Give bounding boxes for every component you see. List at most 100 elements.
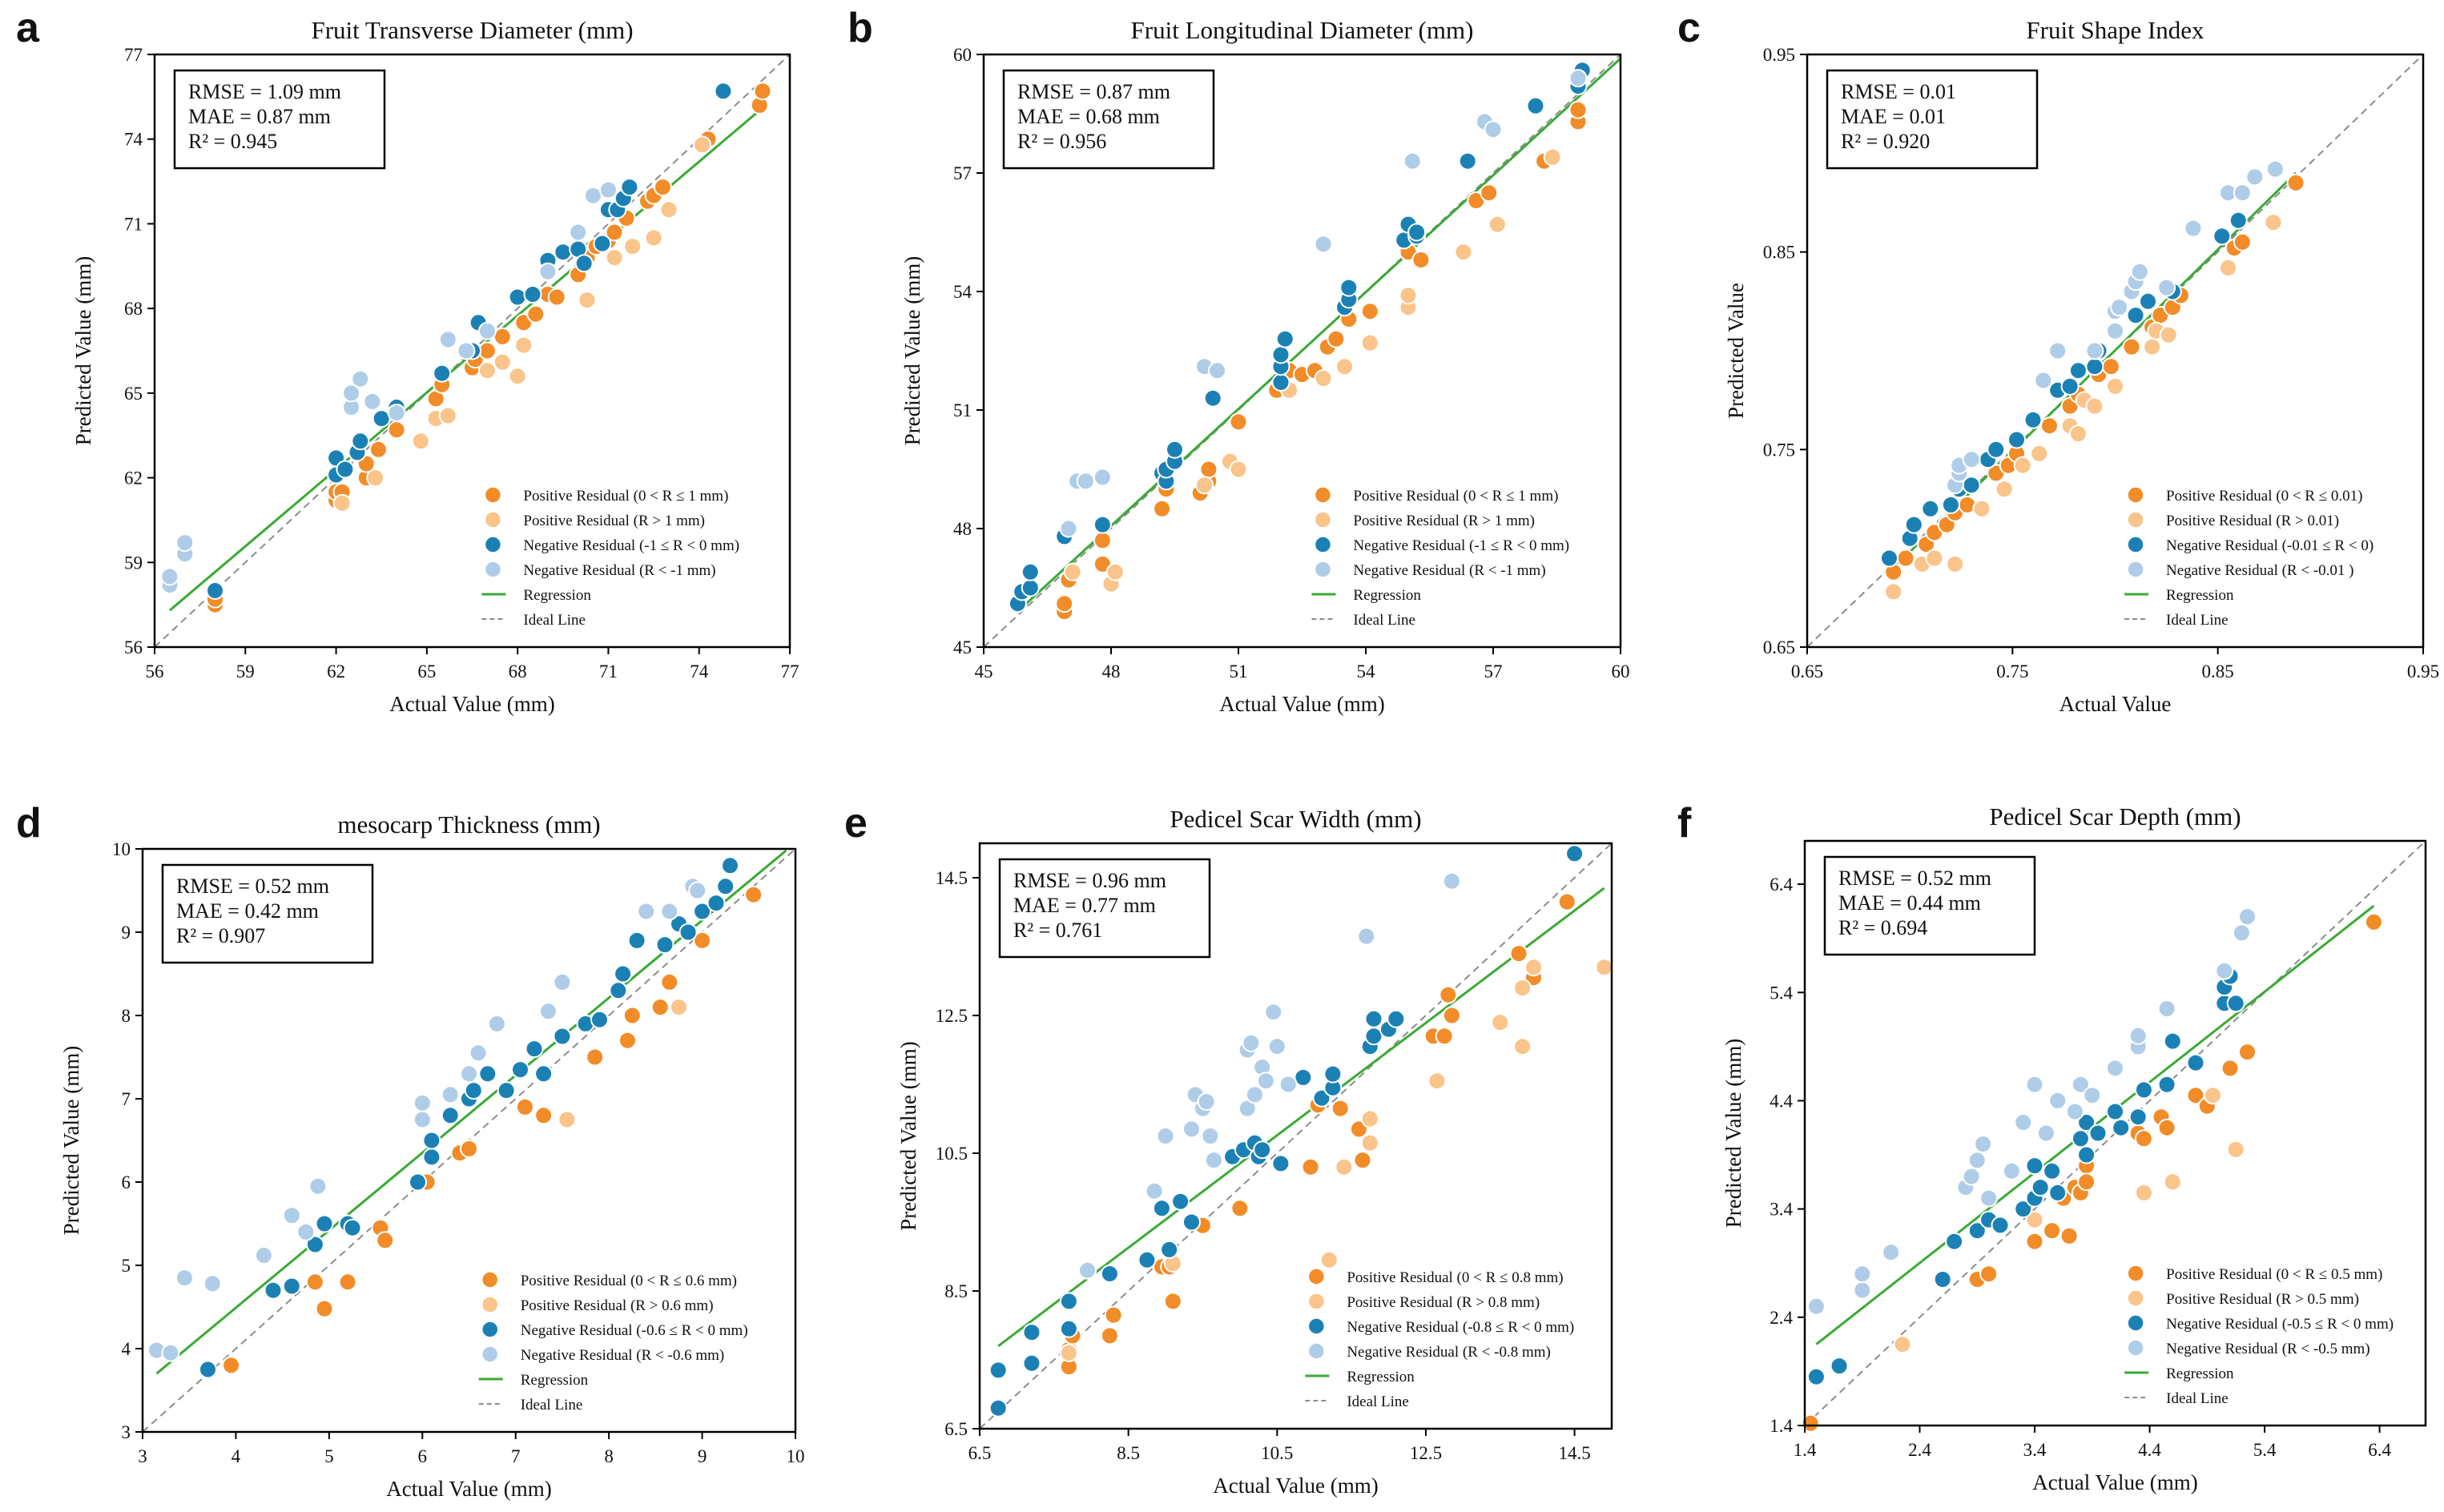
y-tick-label: 4.4 <box>1770 1091 1793 1111</box>
data-point <box>1242 1033 1261 1052</box>
data-point <box>1100 1265 1119 1283</box>
data-point <box>1360 302 1379 321</box>
data-point <box>1229 460 1248 479</box>
data-point <box>1353 1151 1372 1170</box>
data-point <box>1104 1305 1123 1325</box>
data-point <box>1524 958 1543 977</box>
data-point <box>493 352 512 372</box>
data-point <box>678 923 698 942</box>
data-point <box>433 364 452 383</box>
data-point <box>1880 549 1898 568</box>
data-point <box>2034 371 2053 390</box>
data-point <box>655 935 674 955</box>
series-3 <box>206 82 733 600</box>
data-point <box>1557 892 1576 911</box>
x-axis-label: Actual Value (mm) <box>386 1477 551 1501</box>
x-tick-label: 51 <box>1230 662 1248 682</box>
data-point <box>508 367 527 386</box>
data-point <box>1166 440 1184 459</box>
metric-line: R² = 0.694 <box>1838 916 1927 939</box>
data-point <box>1153 499 1172 518</box>
data-point <box>753 82 772 101</box>
data-point <box>1314 235 1333 254</box>
data-point <box>1442 1006 1461 1025</box>
data-point <box>614 964 633 983</box>
legend-marker <box>484 511 502 529</box>
data-point <box>2002 1161 2021 1180</box>
plot-frame <box>1806 53 2425 649</box>
data-point <box>590 1010 609 1029</box>
data-point <box>714 82 733 101</box>
legend-label: Regression <box>1347 1369 1415 1385</box>
data-point <box>2143 337 2162 356</box>
data-point <box>1201 1127 1220 1145</box>
y-tick-label: 57 <box>953 163 972 183</box>
data-point <box>477 361 497 380</box>
data-point <box>1801 1413 1820 1433</box>
y-tick-label: 6.5 <box>944 1419 968 1439</box>
data-point <box>547 288 566 307</box>
metric-line: R² = 0.907 <box>176 924 265 947</box>
data-point <box>609 981 628 1000</box>
data-point <box>336 460 355 479</box>
data-point <box>1312 1088 1331 1108</box>
plot-frame <box>982 53 1622 649</box>
y-axis-label: Predicted Value (mm) <box>59 1046 83 1235</box>
data-point <box>2025 1210 2044 1229</box>
data-point <box>2040 416 2059 436</box>
metrics-frame <box>1823 855 2036 956</box>
legend-label: Ideal Line <box>1353 612 1415 629</box>
data-point <box>2085 341 2104 360</box>
legend-label: Positive Residual (0 < R ≤ 1 mm) <box>1353 488 1558 505</box>
x-tick-label: 74 <box>690 662 709 682</box>
data-point <box>523 285 542 304</box>
data-point <box>1543 147 1562 167</box>
data-point <box>988 1361 1008 1380</box>
data-point <box>1360 1109 1379 1128</box>
legend-marker <box>2127 1265 2144 1282</box>
series-2 <box>1063 147 1562 593</box>
legend-label: Regression <box>2166 1365 2234 1382</box>
data-point <box>511 1060 529 1080</box>
legend-label: Positive Residual (R > 1 mm) <box>523 513 705 529</box>
metrics-frame <box>161 863 374 964</box>
data-point <box>1059 1343 1078 1362</box>
data-point <box>1203 388 1222 408</box>
data-point <box>1171 1192 1190 1211</box>
y-tick-label: 3 <box>122 1422 131 1442</box>
x-tick-label: 57 <box>1484 662 1503 682</box>
series-2 <box>1884 213 2283 601</box>
data-point <box>670 998 688 1017</box>
y-tick-label: 51 <box>953 400 972 420</box>
data-point <box>637 902 656 921</box>
data-point <box>315 1214 334 1233</box>
metric-line: R² = 0.761 <box>1013 919 1102 942</box>
data-point <box>1806 1367 1826 1386</box>
legend-marker <box>1307 1268 1326 1285</box>
data-point <box>2007 430 2026 449</box>
x-tick-label: 5.4 <box>2253 1440 2277 1460</box>
data-point <box>1513 979 1532 998</box>
data-point <box>1979 1188 1999 1208</box>
data-point <box>478 1064 497 1084</box>
legend-marker <box>2127 511 2144 529</box>
legend: Positive Residual (0 < R ≤ 0.8 mm) Positi… <box>1305 1268 1574 1410</box>
data-point <box>1105 562 1125 581</box>
data-point <box>1253 1140 1272 1160</box>
data-point <box>1526 96 1545 115</box>
data-point <box>1182 1212 1201 1232</box>
data-point <box>2221 1059 2240 1078</box>
metrics-frame <box>173 69 386 170</box>
data-point <box>1568 69 1588 88</box>
data-point <box>1991 1216 2010 1235</box>
legend-label: Regression <box>523 587 591 604</box>
legend: Positive Residual (0 < R ≤ 0.01) Positive… <box>2124 486 2374 629</box>
data-point <box>203 1274 222 1293</box>
data-point <box>2232 923 2251 943</box>
data-point <box>1078 1261 1097 1280</box>
data-point <box>493 327 512 346</box>
data-point <box>2085 357 2104 376</box>
x-tick-label: 48 <box>1102 662 1121 682</box>
x-tick-label: 8 <box>604 1446 614 1466</box>
